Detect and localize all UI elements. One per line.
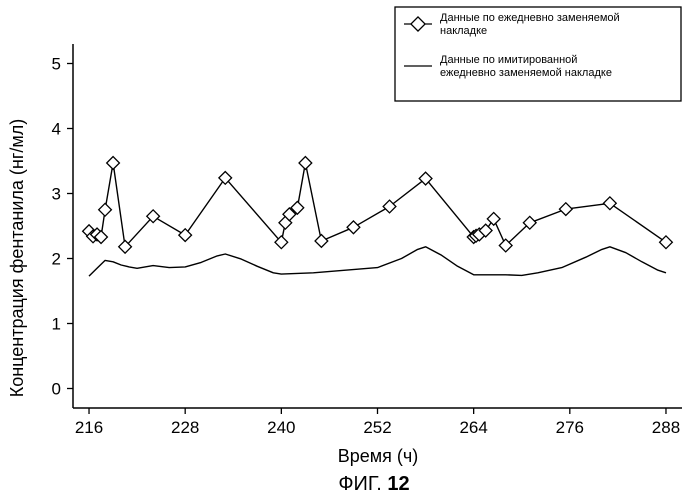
data-point-marker — [299, 157, 312, 170]
x-tick-label: 252 — [363, 418, 391, 437]
x-tick-label: 240 — [267, 418, 295, 437]
series-line-1 — [89, 247, 666, 276]
figure-caption: ФИГ. 12 — [338, 473, 409, 495]
legend-label-line: ежедневно заменяемой накладке — [440, 67, 612, 79]
x-tick-label: 216 — [75, 418, 103, 437]
series-line-0 — [89, 163, 666, 247]
legend-label-line: Данные по имитированной — [440, 54, 577, 66]
ticks: 216 228 240 252 264 276 288 0 1 2 3 4 5 — [52, 55, 681, 438]
data-point-marker — [99, 203, 112, 216]
x-axis-label: Время (ч) — [338, 446, 419, 466]
data-point-marker — [347, 221, 360, 234]
figure-caption-number: 12 — [387, 473, 409, 495]
y-tick-label: 1 — [52, 315, 61, 334]
data-point-marker — [660, 236, 673, 249]
data-point-marker — [383, 200, 396, 213]
figure-caption-prefix: ФИГ. — [338, 473, 382, 495]
data-point-marker — [487, 212, 500, 225]
y-tick-label: 5 — [52, 55, 61, 74]
data-point-marker — [107, 157, 120, 170]
data-point-marker — [315, 235, 328, 248]
data-point-marker — [559, 203, 572, 216]
series — [83, 157, 673, 277]
x-tick-label: 288 — [652, 418, 680, 437]
x-tick-label: 276 — [556, 418, 584, 437]
fentanyl-concentration-chart: 216228240252264276288012345 Время (ч) Ко… — [0, 0, 696, 500]
y-axis-label: Концентрация фентанила (нг/мл) — [7, 119, 27, 398]
y-tick-label: 2 — [52, 250, 61, 269]
y-tick-label: 0 — [52, 380, 61, 399]
data-point-marker — [179, 229, 192, 242]
y-tick-label: 4 — [52, 120, 61, 139]
x-tick-label: 264 — [459, 418, 487, 437]
y-tick-label: 3 — [52, 185, 61, 204]
x-tick-label: 228 — [171, 418, 199, 437]
legend: Данные по ежедневно заменяемойнакладке Д… — [395, 7, 681, 101]
legend-label-line: Данные по ежедневно заменяемой — [440, 12, 620, 24]
legend-label-line: накладке — [440, 25, 487, 37]
data-point-marker — [604, 197, 617, 210]
